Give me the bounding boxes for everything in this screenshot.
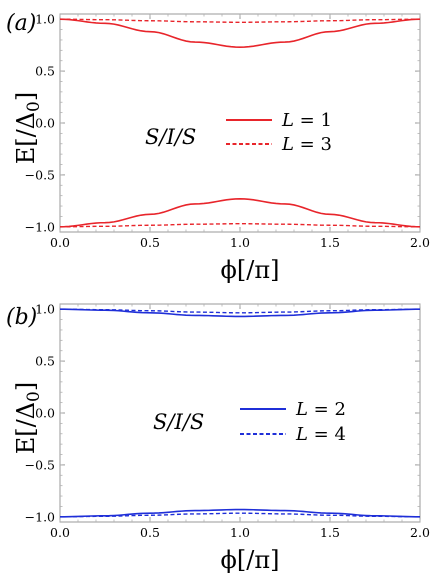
panel-b-legend-label-l4: L = 4 (295, 424, 346, 445)
panel-a-series-l3-upper (59, 18, 421, 24)
panel-a-legend-rest-l3: = 3 (294, 134, 332, 155)
panel-a-ytick-label: 1.0 (35, 12, 55, 27)
panel-a-xtick-label: 2.0 (410, 235, 430, 250)
panel-a-label: (a) (6, 11, 36, 36)
panel-b-legend-rest-l2: = 2 (308, 399, 346, 420)
panel-b: (b) E[/Δ0] ϕ[/π] S/I/S 0.0 0.5 1.0 1.5 2.0−1… (6, 302, 430, 574)
panel-a-xtick-label: 0.0 (50, 235, 70, 250)
panel-b-ytick-label: 0.0 (35, 406, 55, 421)
panel-b-label: (b) (6, 305, 37, 330)
panel-b-ytick-label: −1.0 (25, 509, 55, 524)
panel-b-series-l4-lower (59, 512, 421, 518)
panel-a-ytick-label: −1.0 (25, 219, 55, 234)
panel-b-legend-rest-l4: = 4 (308, 424, 346, 445)
panel-a-xtick-label: 1.5 (320, 235, 340, 250)
panel-a-ylabel-end: ] (12, 92, 40, 101)
panel-a-xtick-label: 1.0 (230, 235, 250, 250)
panel-a: (a) E[/Δ0] ϕ[/π] S/I/S 0.0 0.5 1.0 1.5 2.0−1… (6, 11, 430, 284)
panel-b-annotation: S/I/S (153, 410, 204, 434)
panel-a-legend-var-l1: L (281, 110, 294, 131)
panel-b-xtick-label: 0.5 (140, 525, 160, 540)
panel-a-legend-var-l3: L (281, 134, 294, 155)
panel-a-series-l1-upper (59, 18, 421, 49)
panel-b-plot-frame (59, 303, 421, 523)
panel-b-xtick-label: 1.5 (320, 525, 340, 540)
panel-a-legend-label-l3: L = 3 (281, 134, 332, 155)
panel-b-ytick-label: 1.0 (35, 302, 55, 317)
panel-b-legend-label-l2: L = 2 (295, 399, 346, 420)
panel-a-xlabel: ϕ[/π] (221, 256, 280, 284)
panel-a-legend-label-l1: L = 1 (281, 110, 332, 131)
panel-a-ytick-label: −0.5 (25, 167, 55, 182)
panel-a-series-l1-lower (59, 197, 421, 228)
panel-b-series-l2-upper (59, 308, 421, 318)
panel-a-ytick-label: 0.5 (35, 64, 55, 79)
panel-b-ytick-label: 0.5 (35, 354, 55, 369)
panel-b-xtick-label: 2.0 (410, 525, 430, 540)
panel-b-ytick-label: −0.5 (25, 457, 55, 472)
panel-b-series-l2-lower (59, 508, 421, 518)
panel-b-xtick-label: 1.0 (230, 525, 250, 540)
panel-b-xtick-label: 0.0 (50, 525, 70, 540)
panel-a-xtick-label: 0.5 (140, 235, 160, 250)
panel-b-xlabel: ϕ[/π] (221, 546, 280, 574)
panel-a-ytick-label: 0.0 (35, 116, 55, 131)
panel-b-ylabel-end: ] (12, 382, 40, 391)
panel-b-legend-var-l4: L (295, 424, 308, 445)
panel-a-legend-rest-l1: = 1 (294, 110, 332, 131)
panel-a-annotation: S/I/S (145, 125, 196, 149)
panel-b-ylabel-sub: 0 (24, 391, 44, 402)
panel-a-series-l3-lower (59, 222, 421, 228)
panel-a-ylabel-sub: 0 (24, 101, 44, 112)
panel-b-legend-var-l2: L (295, 399, 308, 420)
panel-b-series-l4-upper (59, 308, 421, 314)
